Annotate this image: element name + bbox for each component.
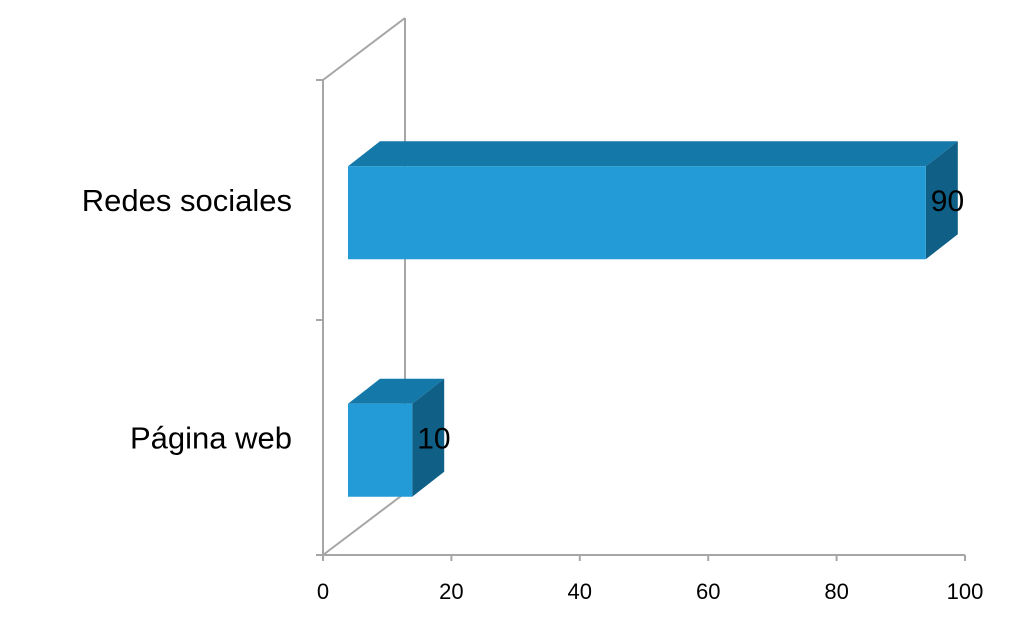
bar (348, 141, 958, 260)
bar-front (348, 403, 413, 497)
x-tick-label: 60 (696, 579, 720, 604)
category-label: Página web (130, 420, 292, 455)
x-tick-label: 100 (947, 579, 984, 604)
bar-top (348, 141, 958, 167)
x-tick-label: 20 (439, 579, 463, 604)
value-label: 90 (931, 185, 964, 218)
bar-side (925, 141, 958, 260)
x-tick-label: 40 (568, 579, 592, 604)
bar-side (412, 378, 445, 497)
bar-front (348, 166, 926, 260)
value-label: 10 (417, 423, 450, 456)
category-label: Redes sociales (82, 183, 292, 218)
wall-bottom-edge (322, 492, 406, 556)
bar (348, 378, 445, 497)
x-tick-label: 80 (824, 579, 848, 604)
wall-top-edge (322, 17, 406, 81)
x-tick-label: 0 (317, 579, 329, 604)
bar-top (348, 378, 445, 404)
